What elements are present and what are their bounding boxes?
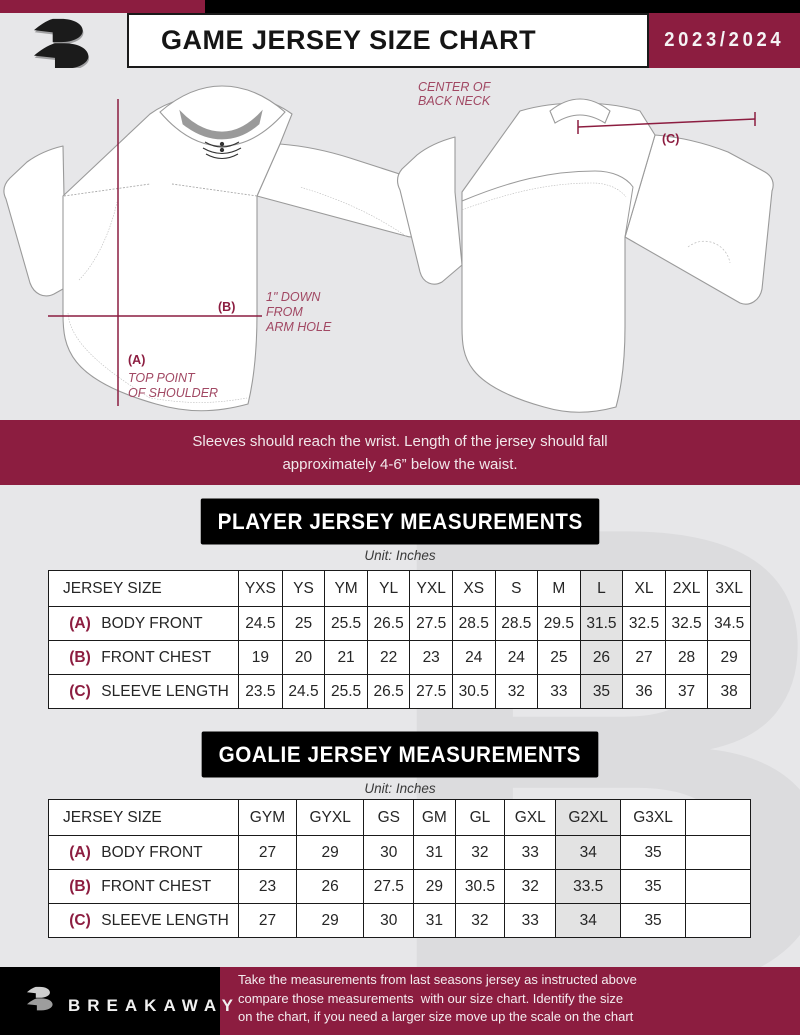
svg-text:FROM: FROM [266,305,303,319]
svg-text:OF SHOULDER: OF SHOULDER [128,386,218,400]
svg-text:TOP POINT: TOP POINT [128,371,196,385]
svg-text:(B): (B) [218,300,235,314]
svg-text:ARM HOLE: ARM HOLE [265,320,332,334]
svg-text:1" DOWN: 1" DOWN [266,290,321,304]
svg-text:BACK NECK: BACK NECK [418,94,491,108]
svg-text:CENTER OF: CENTER OF [418,80,492,94]
svg-text:(A): (A) [128,353,145,367]
svg-text:(C): (C) [662,132,679,146]
